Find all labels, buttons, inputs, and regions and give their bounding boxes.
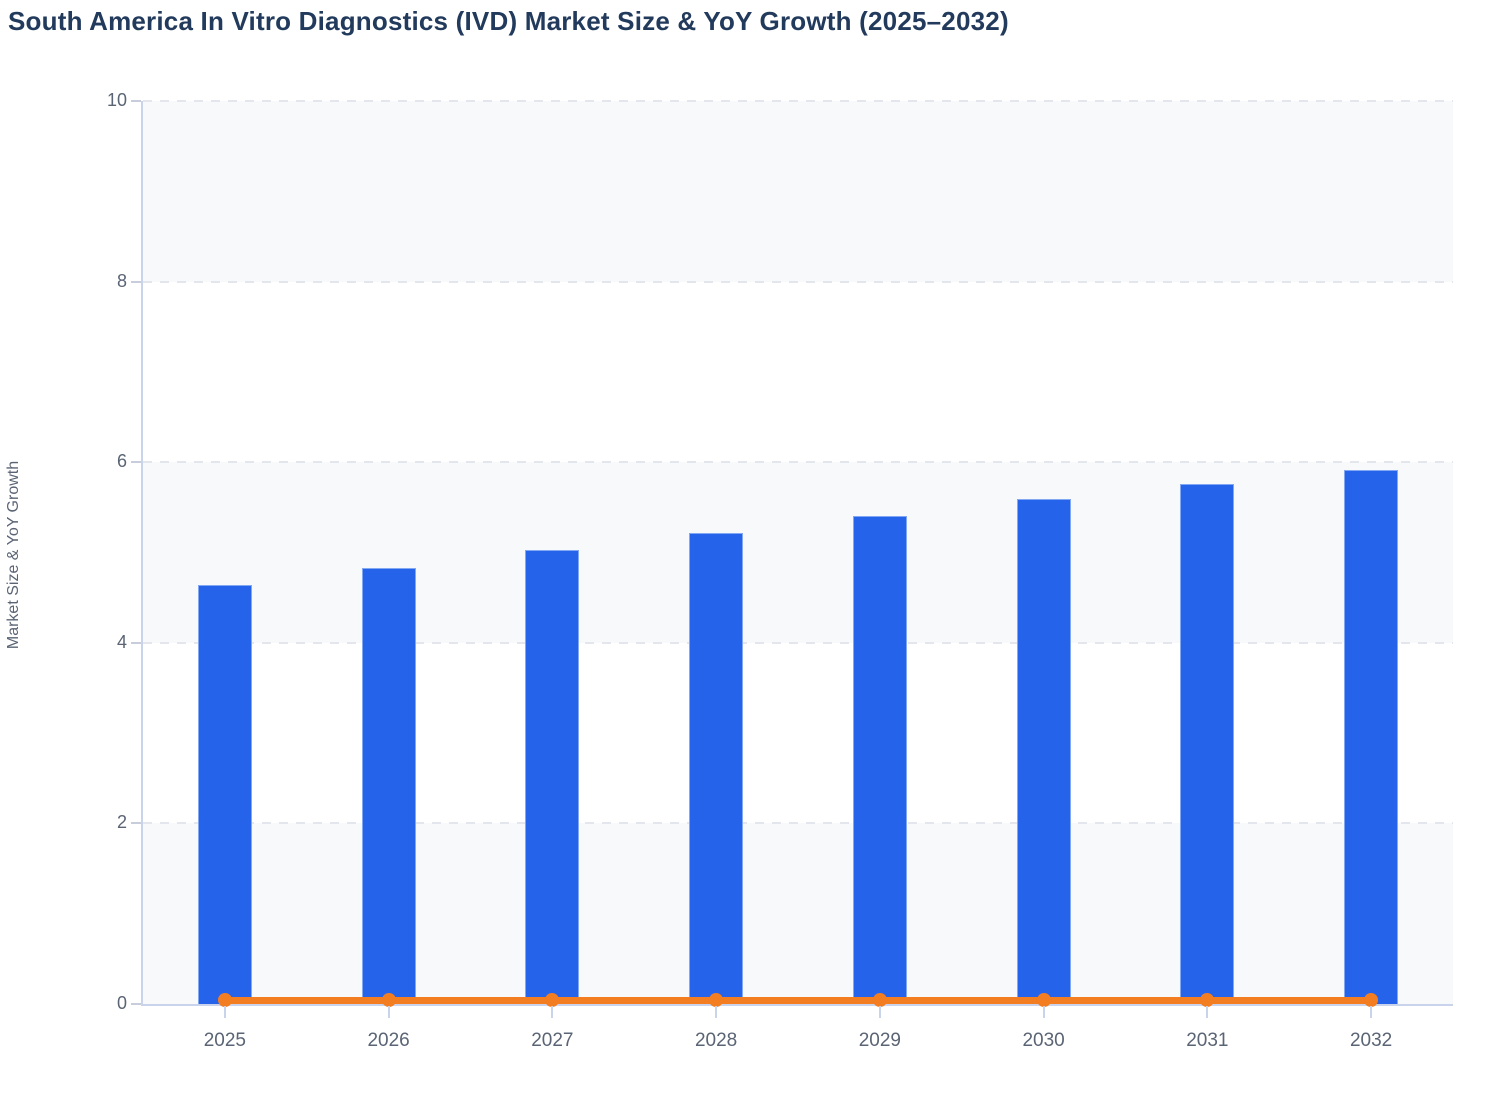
x-axis-tick: [223, 1006, 226, 1018]
bar-2031[interactable]: [1180, 483, 1235, 1004]
plot-band: [143, 101, 1453, 282]
y-axis-tick: [131, 100, 141, 102]
yoy-marker-2030[interactable]: [1036, 993, 1051, 1008]
x-tick-label-2028: 2028: [694, 1030, 738, 1051]
x-tick-label-2025: 2025: [203, 1030, 247, 1051]
x-tick-label-2026: 2026: [367, 1030, 410, 1051]
yoy-marker-2028[interactable]: [709, 993, 724, 1008]
y-tick-label-0: 0: [116, 993, 127, 1013]
gridline-4: [143, 641, 1453, 644]
gridline-10: [143, 100, 1453, 102]
plot-band: [143, 462, 1453, 643]
bar-2025[interactable]: [197, 585, 252, 1004]
x-tick-label-2029: 2029: [858, 1030, 902, 1051]
plot-band: [143, 642, 1453, 824]
x-axis-tick: [387, 1006, 390, 1018]
x-tick-label-2032: 2032: [1349, 1030, 1393, 1051]
yoy-marker-2031[interactable]: [1200, 993, 1215, 1008]
x-tick-label-2030: 2030: [1022, 1030, 1065, 1051]
y-tick-label-8: 8: [116, 270, 127, 291]
yoy-marker-2032[interactable]: [1364, 993, 1379, 1008]
gridline-6: [143, 461, 1453, 464]
chart-title: South America In Vitro Diagnostics (IVD)…: [8, 6, 1009, 36]
gridline-8: [143, 280, 1453, 283]
y-axis-title: Market Size & YoY Growth: [5, 460, 22, 650]
y-tick-label-6: 6: [116, 451, 127, 472]
x-tick-label-2027: 2027: [531, 1030, 574, 1051]
x-axis-line: [141, 1004, 1453, 1006]
yoy-trend-line[interactable]: [224, 996, 1372, 1004]
bar-2026[interactable]: [361, 567, 416, 1004]
bar-2032[interactable]: [1344, 470, 1399, 1004]
bar-2027[interactable]: [525, 549, 580, 1004]
x-axis-tick: [551, 1006, 554, 1018]
yoy-marker-2026[interactable]: [381, 993, 396, 1008]
x-axis-tick: [715, 1006, 718, 1018]
bar-2030[interactable]: [1016, 499, 1071, 1004]
gridline-2: [143, 822, 1453, 825]
x-axis-tick: [878, 1006, 881, 1018]
plot-band: [143, 823, 1453, 1004]
y-tick-label-2: 2: [116, 812, 127, 833]
x-axis-tick: [1042, 1006, 1045, 1018]
y-axis-tick: [131, 822, 141, 825]
yoy-marker-2027[interactable]: [545, 993, 560, 1008]
x-axis-tick: [1206, 1006, 1209, 1018]
yoy-marker-2029[interactable]: [872, 993, 887, 1008]
plot-band: [143, 281, 1453, 463]
y-axis-tick: [131, 1003, 141, 1005]
y-axis-tick: [131, 641, 141, 644]
plot-area: [141, 100, 1453, 1008]
bar-2029[interactable]: [852, 516, 907, 1004]
bar-2028[interactable]: [689, 532, 744, 1004]
y-axis-tick: [131, 280, 141, 283]
x-axis-tick: [1370, 1006, 1373, 1018]
y-axis-line: [141, 101, 143, 1004]
y-tick-label-10: 10: [106, 90, 127, 110]
y-axis-tick: [131, 461, 141, 464]
y-tick-label-4: 4: [116, 631, 127, 652]
x-tick-label-2031: 2031: [1186, 1030, 1229, 1051]
yoy-marker-2025[interactable]: [217, 993, 232, 1008]
